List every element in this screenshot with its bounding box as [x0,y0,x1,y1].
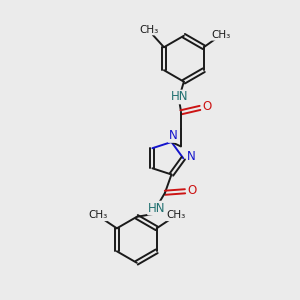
Text: CH₃: CH₃ [212,30,231,40]
Text: HN: HN [148,202,166,214]
Text: CH₃: CH₃ [166,210,185,220]
Text: HN: HN [171,91,188,103]
Text: N: N [187,150,196,163]
Text: O: O [188,184,197,197]
Text: CH₃: CH₃ [88,210,107,220]
Text: O: O [202,100,212,113]
Text: N: N [169,129,177,142]
Text: CH₃: CH₃ [139,25,158,34]
